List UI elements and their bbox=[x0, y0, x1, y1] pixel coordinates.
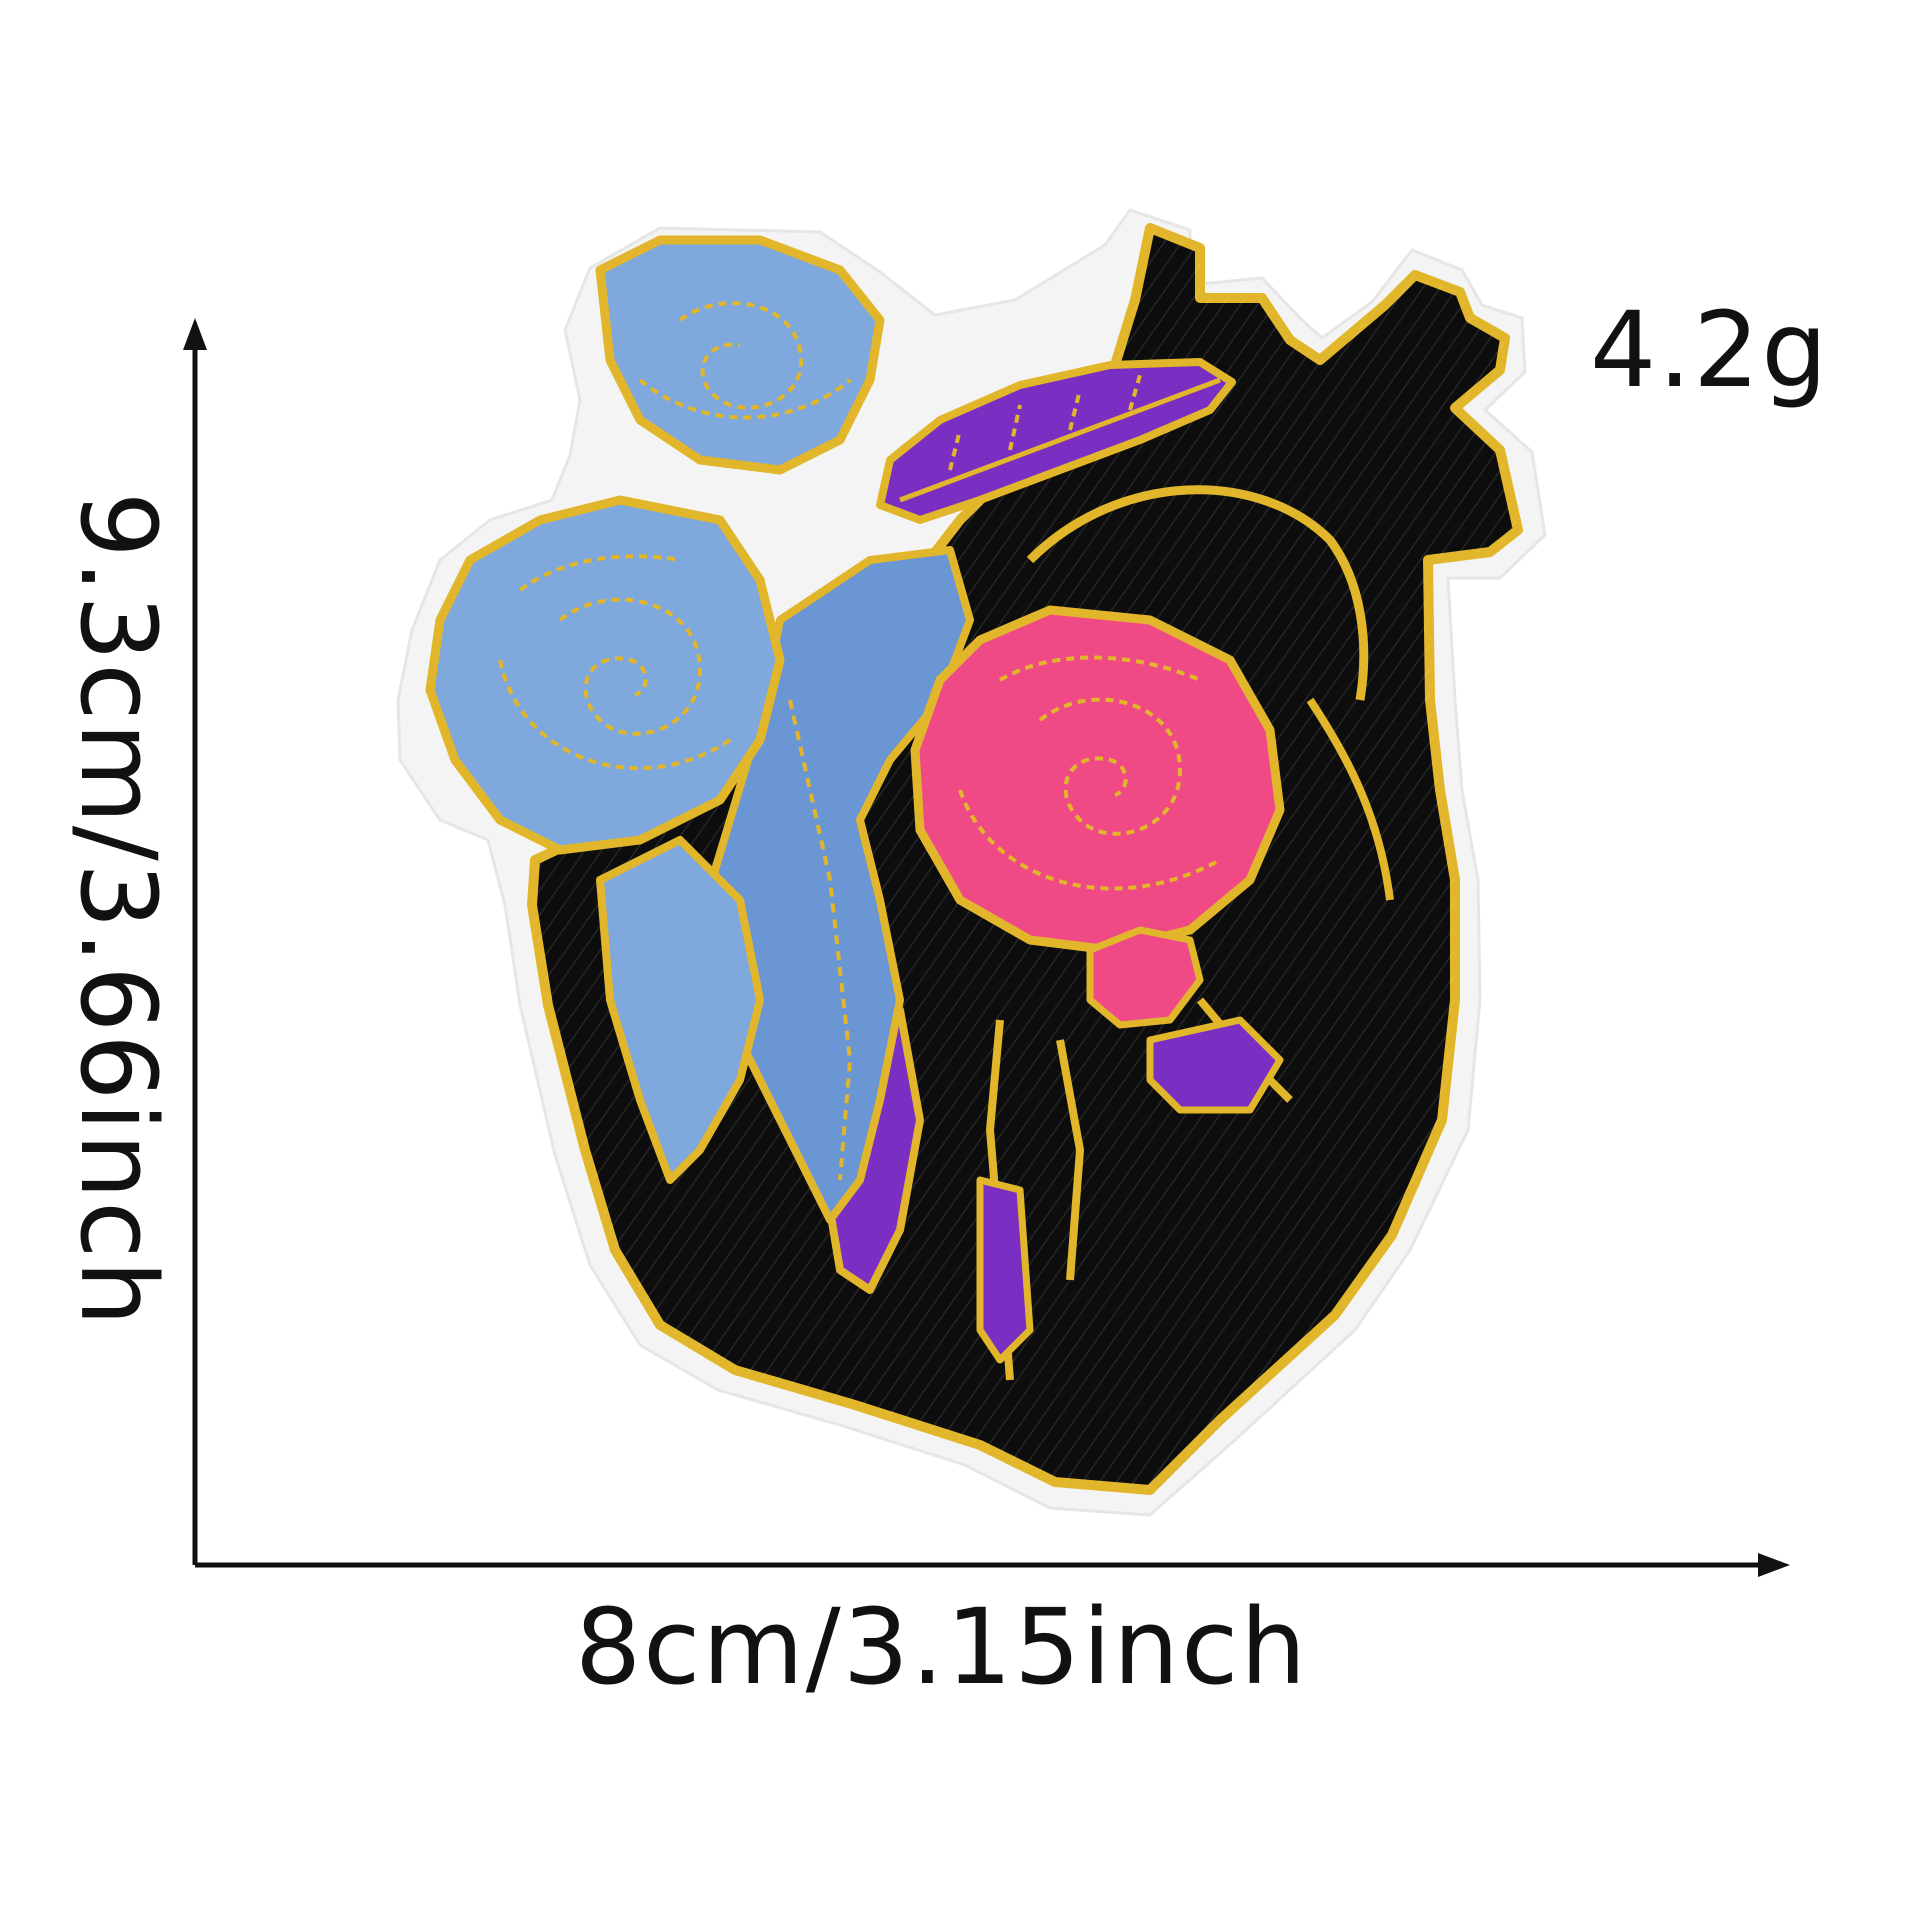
height-arrowhead-icon bbox=[183, 318, 207, 350]
blue-rose-top bbox=[595, 235, 885, 475]
pink-rose bbox=[910, 605, 1285, 1029]
weight-measurement-label: 4.2g bbox=[1590, 289, 1830, 411]
purple-leaf-right bbox=[1146, 1016, 1284, 1114]
purple-drip bbox=[976, 1176, 1034, 1364]
vessel-line bbox=[1026, 485, 1369, 701]
width-measurement-label: 8cm/3.15inch bbox=[575, 1586, 1309, 1708]
pink-rose-bud bbox=[1086, 926, 1204, 1029]
vessel-line bbox=[1306, 697, 1394, 901]
blue-rose-large bbox=[425, 495, 785, 855]
width-arrowhead-icon bbox=[1758, 1553, 1790, 1577]
blue-leaf-lower bbox=[596, 836, 764, 1184]
vessel-line bbox=[1056, 1039, 1085, 1281]
height-measurement-label: 9.3cm/3.66inch bbox=[57, 491, 179, 1329]
